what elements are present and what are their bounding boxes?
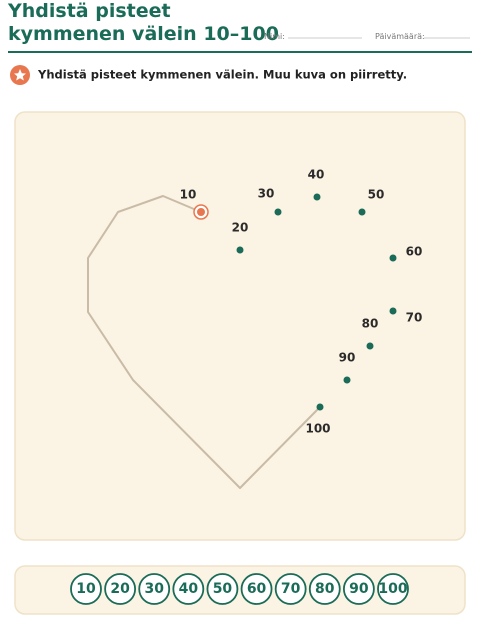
title-line: Yhdistä pisteet — [7, 0, 171, 22]
title-line: kymmenen välein 10–100 — [8, 23, 279, 45]
dot — [313, 193, 321, 201]
strip-number: 80 — [315, 581, 335, 597]
strip-number: 60 — [247, 581, 267, 597]
strip-circle — [172, 573, 205, 605]
dot — [274, 208, 282, 216]
strip-number: 90 — [349, 581, 369, 597]
start-dot — [197, 208, 205, 216]
strip-numbers: 10 20 30 40 50 60 70 80 90 100 — [70, 573, 409, 605]
dot — [366, 342, 374, 350]
strip-circle — [206, 573, 239, 605]
strip-number: 30 — [144, 581, 164, 597]
dot-label: 40 — [308, 168, 325, 182]
strip-circle — [342, 573, 375, 605]
drawing-panel — [14, 111, 466, 541]
dot — [358, 208, 366, 216]
dot-label: 100 — [305, 422, 330, 436]
strip-circle — [104, 573, 137, 605]
strip-number: 50 — [213, 581, 233, 597]
drawn-outline — [87, 195, 321, 489]
strip-number: 20 — [110, 581, 130, 597]
dot-label: 10 — [180, 188, 197, 202]
dot-label: 30 — [258, 187, 275, 201]
dot-label: 20 — [232, 221, 249, 235]
star-icon — [14, 69, 26, 81]
strip-number: 100 — [378, 581, 407, 597]
strip-circle — [70, 573, 102, 605]
strip-circle — [308, 573, 341, 605]
dot-label: 90 — [339, 351, 356, 365]
strip-circle — [377, 573, 409, 605]
dot-label: 50 — [368, 188, 385, 202]
strip-number: 70 — [281, 581, 301, 597]
dot-label: 80 — [362, 317, 379, 331]
dot — [343, 376, 351, 384]
strip-number: 10 — [76, 581, 96, 597]
dot — [236, 246, 244, 254]
dot — [316, 403, 324, 411]
strip-circle — [274, 573, 307, 605]
strip-number: 40 — [179, 581, 199, 597]
dots: 10 20 30 40 50 60 70 80 90 100 — [180, 168, 423, 436]
dot-label: 60 — [406, 245, 423, 259]
instruction: Yhdistä pisteet kymmenen välein. Muu kuv… — [37, 68, 407, 82]
dot-label: 70 — [406, 311, 423, 325]
strip-circle — [240, 573, 273, 605]
date-label: Päivämäärä: — [375, 32, 425, 41]
dot — [389, 254, 397, 262]
name-label: Nimi: — [264, 32, 285, 41]
dot — [389, 307, 397, 315]
strip-circle — [138, 573, 171, 605]
